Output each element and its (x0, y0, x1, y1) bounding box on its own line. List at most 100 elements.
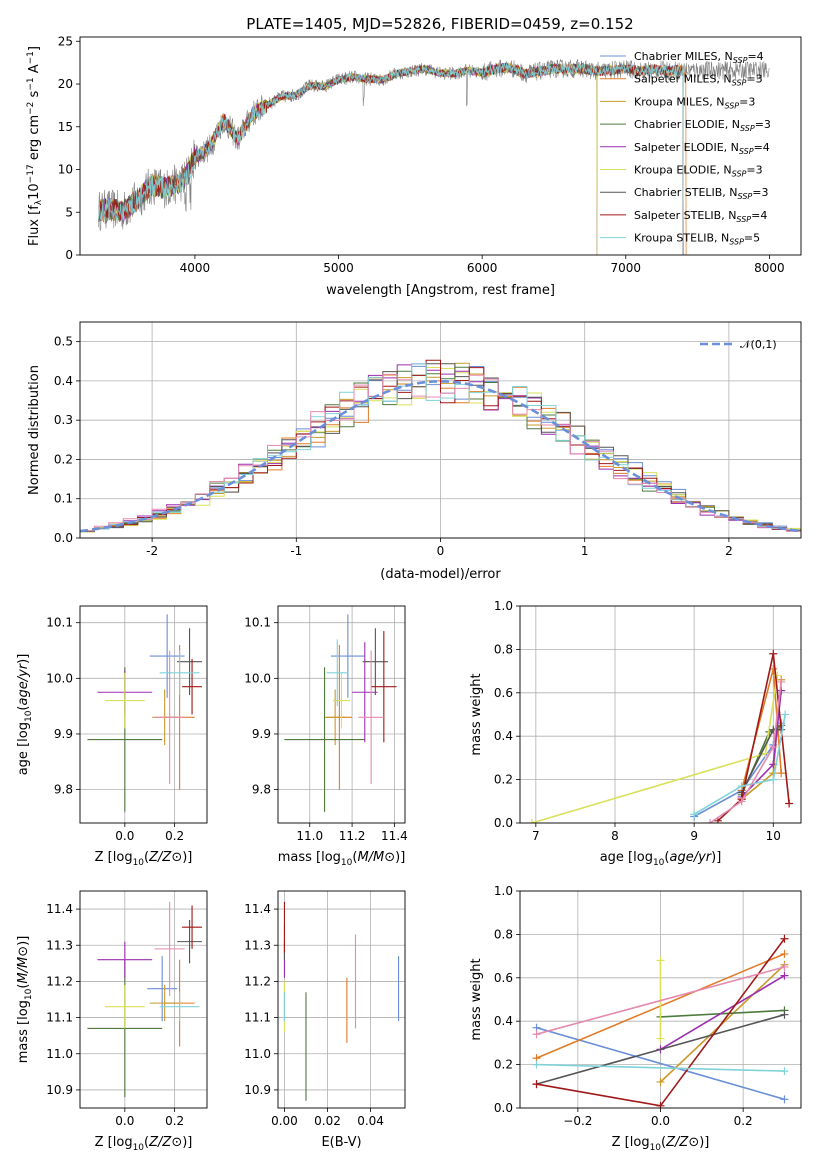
y-tick-label: 11.1 (244, 1011, 271, 1025)
x-axis-label: (data-model)/error (380, 567, 501, 582)
x-tick-label: 0.02 (314, 1114, 341, 1128)
axes-frame (277, 605, 406, 824)
y-tick-label: 0 (65, 248, 73, 262)
legend-entry: Kroupa MILES, NSSP=3 (634, 95, 755, 110)
weight-marker (769, 775, 778, 784)
error-bars (284, 614, 397, 812)
x-tick-label: 7 (532, 829, 540, 843)
y-tick-label: 10.0 (244, 671, 271, 685)
x-tick-label: 0.0 (115, 829, 134, 843)
y-tick-label: 0.2 (494, 773, 513, 787)
x-axis-label: mass [log10(M/M⊙)] (278, 850, 406, 868)
y-tick-label: 10.0 (46, 671, 73, 685)
weight-marker (780, 1067, 789, 1076)
x-axis-label: Z [log10(Z/Z⊙)] (612, 1135, 710, 1153)
axes-frame (277, 890, 406, 1109)
weight-marker (780, 934, 789, 943)
error-bars (87, 901, 203, 1098)
legend-entry: Chabrier ELODIE, NSSP=3 (634, 118, 771, 133)
x-tick-label: 0.0 (651, 1114, 670, 1128)
x-tick-label: 0.2 (734, 1114, 753, 1128)
weight-marker (532, 1060, 541, 1069)
x-tick-label: 11.0 (296, 829, 323, 843)
legend-entry: Salpeter ELODIE, NSSP=4 (634, 141, 770, 156)
spectrum-lines (98, 58, 770, 255)
x-tick-label: 2 (725, 544, 733, 558)
x-tick-label: 4000 (180, 261, 211, 275)
x-tick-label: -1 (290, 544, 302, 558)
y-tick-label: 0.0 (54, 531, 73, 545)
weight-marker (761, 749, 770, 758)
axes-frame (79, 605, 208, 824)
weight-marker (737, 797, 746, 806)
y-tick-label: 1.0 (494, 599, 513, 613)
weight-marker (777, 769, 786, 778)
x-tick-label: 8000 (754, 261, 785, 275)
x-axis-label: wavelength [Angstrom, rest frame] (326, 283, 555, 298)
model-line (98, 62, 598, 255)
y-tick-label: 10 (58, 163, 73, 177)
x-axis-label: Z [log10(Z/Z⊙)] (95, 850, 193, 868)
y-tick-label: 0.4 (494, 729, 513, 743)
x-tick-label: 0.2 (165, 829, 184, 843)
x-tick-label: −0.2 (563, 1114, 592, 1128)
x-axis-label: Z [log10(Z/Z⊙)] (95, 1135, 193, 1153)
model-line (98, 62, 598, 255)
y-axis-label: mass [log10(M/M⊙)] (16, 936, 34, 1064)
y-axis-label: mass weight (469, 673, 484, 755)
y-tick-label: 0.8 (494, 642, 513, 656)
weight-marker (773, 671, 782, 680)
y-tick-label: 9.9 (54, 727, 73, 741)
weight-vs-age-panel: 7 8 9 10 0.0 0.2 0.4 0.6 0.8 1.0 age [log10(age/yr… (469, 599, 802, 868)
y-tick-label: 0.2 (494, 1058, 513, 1072)
x-tick-label: 0.04 (357, 1114, 384, 1128)
weight-marker (656, 956, 665, 965)
x-tick-label: 11.2 (339, 829, 366, 843)
x-tick-label: 8 (611, 829, 619, 843)
weight-marker (737, 782, 746, 791)
y-tick-label: 11.2 (46, 974, 73, 988)
weight-line (660, 974, 785, 1051)
weight-line (536, 1013, 785, 1085)
x-axis-label: E(B-V) (321, 1135, 361, 1150)
weight-lines (527, 649, 794, 823)
x-tick-label: 0.00 (271, 1114, 298, 1128)
age-vs-mass-panel: 11.0 11.2 11.4 9.8 9.9 10.0 10.1 mass [log10(M/… (244, 605, 408, 868)
model-line (98, 62, 684, 255)
y-tick-label: 10.9 (244, 1083, 271, 1097)
weight-marker (527, 819, 536, 823)
normal-curve (80, 379, 801, 533)
weight-marker (769, 743, 778, 752)
weight-marker (705, 819, 714, 823)
x-tick-label: 11.4 (381, 829, 408, 843)
y-tick-label: 9.8 (54, 783, 73, 797)
y-tick-label: 0.6 (494, 971, 513, 985)
weight-marker (656, 1101, 665, 1108)
y-tick-label: 15 (58, 120, 73, 134)
y-tick-label: 11.3 (46, 938, 73, 952)
weight-marker (780, 971, 789, 980)
residuals-panel: -2 -1 0 1 2 0.0 0.1 0.2 0.3 0.4 0.5 (data-model)/er… (27, 321, 802, 582)
y-axis-label: age [log10(age/yr)] (16, 654, 34, 776)
y-tick-label: 11.0 (46, 1047, 73, 1061)
y-tick-label: 0.0 (494, 816, 513, 830)
mass-vs-ebv-panel: 0.00 0.02 0.04 10.9 11.0 11.1 11.2 11.3 11.4 E(B-… (244, 890, 406, 1150)
y-tick-label: 0.5 (54, 335, 73, 349)
error-bars (87, 614, 203, 812)
x-tick-label: 0.2 (165, 1114, 184, 1128)
error-bars (283, 901, 400, 1101)
legend-entry: Salpeter MILES, NSSP=3 (634, 73, 763, 88)
model-line (98, 63, 598, 255)
legend-entry: Chabrier MILES, NSSP=4 (634, 50, 764, 65)
weight-marker (690, 810, 699, 819)
y-tick-label: 11.1 (46, 1011, 73, 1025)
x-axis-label: age [log10(age/yr)] (600, 850, 722, 868)
y-tick-label: 0.0 (494, 1101, 513, 1115)
weight-lines (532, 934, 789, 1108)
y-tick-label: 25 (58, 34, 73, 48)
weight-marker (780, 1095, 789, 1104)
legend: Chabrier MILES, NSSP=4 Salpeter MILES, NS… (600, 50, 771, 247)
legend-entry: Kroupa ELODIE, NSSP=3 (634, 164, 763, 179)
x-tick-label: 7000 (611, 261, 642, 275)
